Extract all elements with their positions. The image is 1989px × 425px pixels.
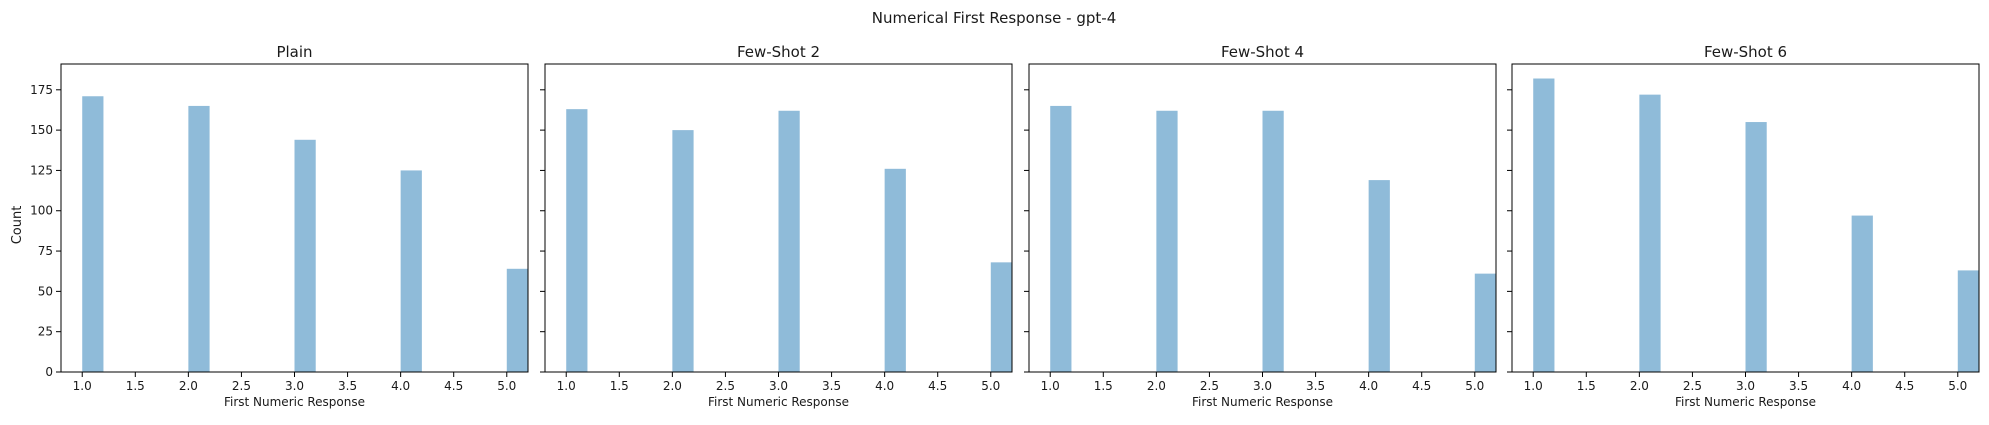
figure-title: Numerical First Response - gpt-4 (872, 9, 1116, 27)
subplot-title: Few-Shot 4 (1221, 43, 1304, 61)
x-tick-label: 4.5 (1895, 379, 1914, 393)
x-tick-label: 3.0 (769, 379, 788, 393)
x-tick-label: 1.5 (1094, 379, 1113, 393)
x-tick-label: 4.0 (875, 379, 894, 393)
bar (188, 105, 210, 373)
subplot-title: Few-Shot 6 (1704, 43, 1787, 61)
y-tick-label: 50 (38, 284, 53, 298)
subplot-4: Few-Shot 6 1.0 1.5 2.0 2.5 3.0 3.5 4.0 4.5 5.0 Fir… (1507, 43, 1980, 409)
x-tick-label: 1.0 (1041, 379, 1060, 393)
x-tick-label: 1.5 (1577, 379, 1596, 393)
x-tick-label: 4.5 (444, 379, 463, 393)
bar (1368, 180, 1390, 372)
x-tick-label: 1.0 (557, 379, 576, 393)
bar (1474, 273, 1496, 372)
bar (506, 268, 528, 372)
x-tick-label: 2.0 (1630, 379, 1649, 393)
bar (990, 262, 1012, 372)
x-tick-label: 5.0 (497, 379, 516, 393)
y-tick-label: 150 (30, 123, 53, 137)
bar (1745, 122, 1767, 372)
x-tick-label: 5.0 (1948, 379, 1967, 393)
x-tick-label: 3.5 (1789, 379, 1808, 393)
bar (566, 109, 588, 373)
bar (1957, 270, 1979, 372)
y-tick-label: 75 (38, 244, 53, 258)
x-axis-label: First Numeric Response (708, 395, 849, 409)
bar (1639, 94, 1661, 373)
x-tick-label: 2.0 (1147, 379, 1166, 393)
x-tick-label: 3.0 (285, 379, 304, 393)
bar (1533, 78, 1555, 372)
x-tick-label: 4.0 (1842, 379, 1861, 393)
bar (1851, 215, 1873, 372)
subplot-title: Plain (276, 43, 312, 61)
x-tick-label: 3.5 (822, 379, 841, 393)
x-axis-label: First Numeric Response (1675, 395, 1816, 409)
bar (1156, 110, 1178, 372)
x-tick-label: 1.0 (1524, 379, 1543, 393)
x-tick-label: 3.5 (338, 379, 357, 393)
subplots: Plain 1.0 1.5 2.0 2.5 3.0 3.5 4.0 4.5 5.0 First Nu… (30, 43, 1980, 409)
bar (1050, 105, 1072, 373)
bar (400, 170, 422, 372)
x-tick-label: 1.5 (126, 379, 145, 393)
bar (672, 130, 694, 372)
subplot-1: Plain 1.0 1.5 2.0 2.5 3.0 3.5 4.0 4.5 5.0 First Nu… (30, 43, 529, 409)
subplot-3: Few-Shot 4 1.0 1.5 2.0 2.5 3.0 3.5 4.0 4.5 5.0 Fir… (1024, 43, 1497, 409)
bar (884, 168, 906, 372)
x-tick-label: 3.5 (1306, 379, 1325, 393)
x-tick-label: 3.0 (1253, 379, 1272, 393)
x-tick-label: 2.5 (716, 379, 735, 393)
x-tick-label: 1.0 (73, 379, 92, 393)
x-tick-label: 4.5 (1412, 379, 1431, 393)
y-tick-label: 125 (30, 163, 53, 177)
bar (778, 110, 800, 372)
x-tick-label: 2.5 (232, 379, 251, 393)
subplot-title: Few-Shot 2 (737, 43, 820, 61)
x-tick-label: 2.0 (663, 379, 682, 393)
x-tick-label: 2.5 (1200, 379, 1219, 393)
subplot-2: Few-Shot 2 1.0 1.5 2.0 2.5 3.0 3.5 4.0 4.5 5.0 Fir… (540, 43, 1013, 409)
x-tick-label: 2.0 (179, 379, 198, 393)
x-axis-label: First Numeric Response (1192, 395, 1333, 409)
x-tick-label: 4.0 (391, 379, 410, 393)
bar (82, 96, 104, 372)
y-tick-label: 25 (38, 325, 53, 339)
x-tick-label: 5.0 (981, 379, 1000, 393)
x-axis-label: First Numeric Response (224, 395, 365, 409)
x-tick-label: 3.0 (1736, 379, 1755, 393)
bar (294, 139, 316, 372)
y-axis-label: Count (10, 206, 25, 245)
y-tick-label: 175 (30, 83, 53, 97)
y-tick-label: 100 (30, 204, 53, 218)
y-tick-label: 0 (45, 365, 53, 379)
x-tick-label: 4.0 (1359, 379, 1378, 393)
x-tick-label: 4.5 (928, 379, 947, 393)
x-tick-label: 2.5 (1683, 379, 1702, 393)
x-tick-label: 5.0 (1465, 379, 1484, 393)
x-tick-label: 1.5 (610, 379, 629, 393)
bar (1262, 110, 1284, 372)
